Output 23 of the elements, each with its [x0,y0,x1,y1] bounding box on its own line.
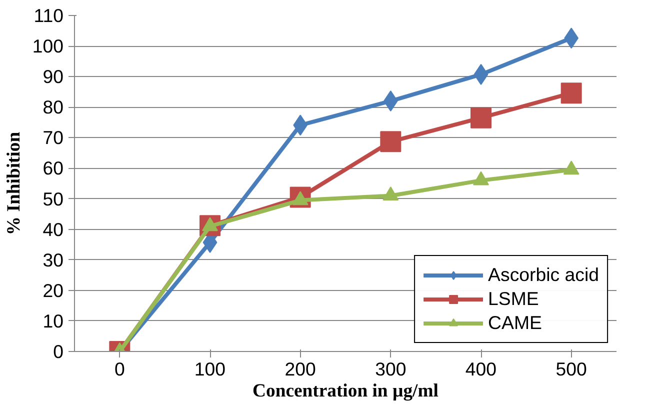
y-tick-label: 100 [32,36,64,57]
x-tick-label: 300 [375,358,406,380]
x-tick-label: 0 [114,358,125,380]
y-tick-label: 0 [53,341,64,362]
y-tick-label: 90 [42,66,64,88]
y-tick-label: 110 [34,5,64,26]
y-axis-title: % Inhibition [3,131,24,236]
x-tick-label: 200 [284,358,316,380]
legend-label: CAME [488,312,542,334]
y-tick-label: 80 [42,96,64,118]
y-tick-label: 50 [42,188,64,210]
y-tick-label: 40 [42,218,64,240]
y-tick-label: 60 [42,158,64,179]
y-tick-label: 10 [42,310,64,332]
y-tick-label: 70 [42,127,64,148]
x-tick-label: 400 [465,358,497,380]
x-tick-label: 100 [194,358,226,380]
legend-label: Ascorbic acid [488,264,599,286]
x-axis-title: Concentration in µg/ml [252,380,438,402]
y-tick-label: 20 [42,280,64,301]
x-tick-label: 500 [556,358,587,380]
legend-label: LSME [488,288,539,310]
y-tick-label: 30 [42,249,64,270]
